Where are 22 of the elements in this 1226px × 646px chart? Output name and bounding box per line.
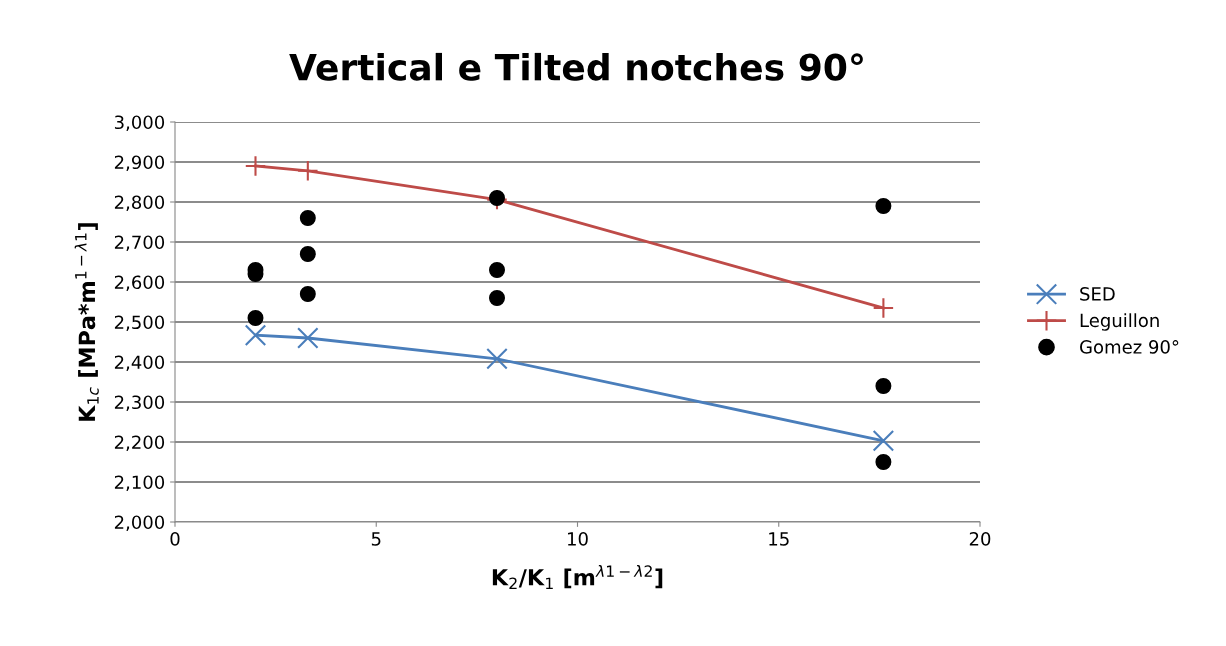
y-tick-label: 2,600: [114, 275, 165, 291]
y-tick-label: 2,500: [114, 315, 165, 331]
y-tick-label: 2,000: [114, 515, 165, 531]
x-axis-title: K$_{2}$/K$_{1}$ [m$^{λ1−λ2}$]: [492, 565, 663, 589]
x-tick-label: 20: [969, 532, 991, 546]
y-axis-title: K$_{1c}$ [MPa*m$^{1−λ1}$]: [74, 223, 99, 421]
x-tick-label: 15: [769, 532, 789, 546]
chart-title: Vertical e Tilted notches 90°: [289, 52, 863, 81]
legend-label: Leguillon: [1080, 313, 1159, 331]
y-tick-label: 2,100: [114, 475, 165, 491]
y-tick-label: 2,200: [114, 435, 165, 451]
legend-label: SED: [1080, 287, 1115, 301]
y-tick-label: 2,900: [114, 155, 165, 171]
x-tick-label: 5: [371, 532, 381, 546]
y-tick-label: 2,700: [114, 235, 165, 251]
x-tick-label: 0: [170, 532, 180, 546]
legend-label: Gomez 90°: [1080, 340, 1179, 354]
y-tick-label: 3,000: [114, 115, 165, 131]
x-tick-label: 10: [568, 532, 588, 546]
y-tick-label: 2,400: [114, 355, 165, 371]
y-tick-label: 2,300: [114, 395, 165, 411]
y-tick-label: 2,800: [114, 195, 165, 211]
